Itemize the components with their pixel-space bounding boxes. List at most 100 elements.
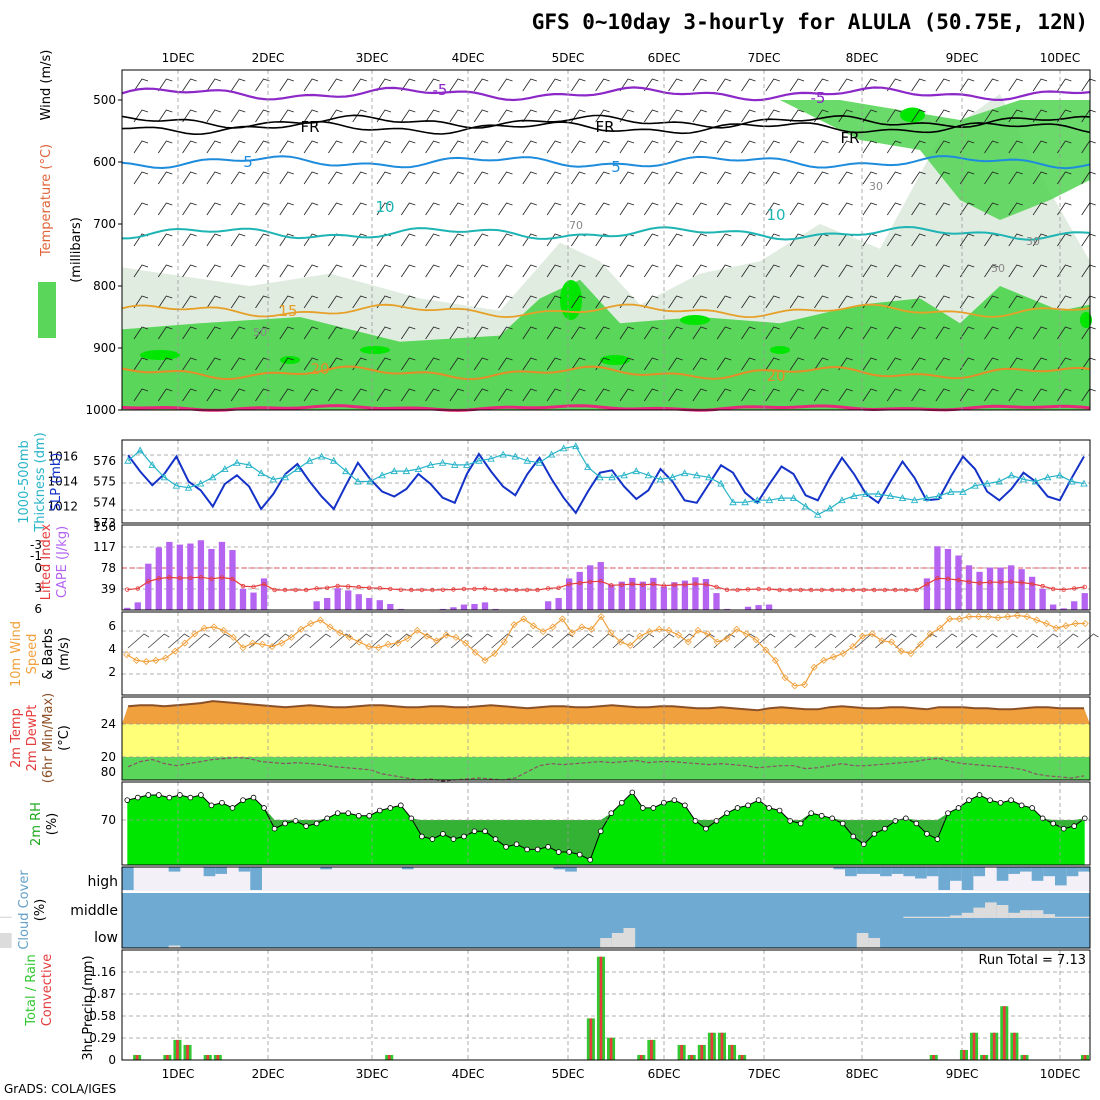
wind-barb — [546, 171, 562, 185]
thickness-point — [475, 456, 483, 464]
contour-label-5: 5 — [243, 153, 253, 171]
thickness-point — [777, 494, 786, 502]
rh-point — [839, 820, 846, 827]
wind-speed-point — [684, 638, 692, 646]
wind-barb — [935, 202, 951, 216]
lifted-index-point — [1050, 586, 1056, 592]
rh-point — [240, 797, 246, 803]
wind-barb — [400, 78, 416, 92]
cape-bar — [229, 550, 236, 610]
wind-barb — [303, 78, 319, 92]
thickness-point — [342, 467, 350, 475]
wind-barb — [400, 295, 416, 309]
rh-bright-patch-3 — [560, 280, 582, 320]
wind-speed-point — [200, 624, 208, 632]
cloud-level-high: high — [87, 874, 118, 890]
wind-barb — [376, 357, 392, 371]
wind-barb — [741, 109, 756, 123]
rh-point — [576, 851, 583, 858]
wind-barb — [668, 388, 683, 402]
wind-barb — [449, 202, 465, 216]
lifted-index-point — [430, 587, 435, 593]
wind-barb-10m — [572, 633, 594, 649]
wind-speed-point — [471, 648, 479, 656]
lifted-index-point — [293, 587, 298, 593]
wind-barb — [959, 109, 975, 123]
wind-barb — [182, 326, 197, 340]
wind-speed-point — [626, 641, 634, 649]
wind-barb — [255, 233, 270, 247]
wind-barb — [1032, 233, 1048, 247]
wind-barb — [886, 233, 902, 247]
cloud-high-bar — [320, 867, 332, 870]
cape-bar — [608, 584, 615, 610]
rh-point — [608, 810, 615, 816]
wind-barb — [1032, 171, 1048, 185]
wind-barb-10m — [531, 633, 554, 649]
cape-bar — [639, 581, 646, 610]
thickness-point — [813, 510, 822, 518]
cape-bar — [1007, 565, 1015, 610]
wind-barb — [425, 264, 440, 278]
wind-barb — [862, 357, 878, 371]
wind-barb — [862, 264, 878, 278]
lifted-index-point — [598, 579, 603, 584]
thickness-point — [1019, 475, 1028, 483]
rh-fill — [127, 792, 1085, 865]
isotherm-line-2 — [121, 120, 1091, 136]
wind-speed-point — [607, 629, 615, 637]
wind-barb — [643, 78, 659, 92]
lifted-index-point — [977, 580, 982, 586]
wind-barb — [279, 388, 294, 402]
wind-speed-point — [878, 637, 886, 645]
cape-bar — [597, 562, 604, 610]
wind-barb-10m — [450, 633, 473, 649]
wind-speed-point — [568, 629, 576, 637]
lifted-index-point — [377, 586, 382, 591]
thickness-point — [366, 477, 374, 485]
wind-barb — [133, 140, 149, 154]
wind-barb — [789, 233, 805, 247]
wind-barb — [133, 78, 149, 92]
lifted-index-point — [830, 587, 835, 593]
wind-barb — [959, 233, 975, 247]
rh-bright-patch-5 — [680, 315, 710, 325]
wind-barb — [862, 78, 878, 92]
thickness-point — [487, 454, 495, 462]
wind-barb — [935, 140, 951, 154]
wind-barb — [328, 326, 343, 340]
wind-barb — [522, 233, 537, 247]
lifted-index-point — [167, 575, 172, 580]
wind-speed-point — [481, 656, 489, 664]
wind-barb — [838, 202, 853, 216]
wind-speed-point — [442, 631, 450, 639]
cape-bar — [629, 577, 636, 610]
slp-label-1: Thickness (dm) — [33, 432, 48, 532]
wind-barb — [692, 202, 708, 216]
rh-point — [818, 812, 825, 819]
rh-point — [1018, 802, 1025, 809]
lifted-index-point — [893, 587, 898, 593]
lifted-index-point — [1029, 581, 1035, 587]
wind-speed-point — [220, 626, 228, 635]
thickness-point — [620, 471, 628, 479]
wind-barb-10m — [511, 633, 534, 649]
rh-point — [745, 802, 751, 809]
wind-barb — [668, 264, 683, 278]
wind-barb — [741, 326, 756, 340]
wind-barb — [814, 357, 829, 371]
wind-barb — [595, 140, 610, 154]
rh-point — [303, 823, 309, 829]
cape-bar — [1081, 593, 1088, 610]
lifted-index-point — [1008, 579, 1014, 584]
rh-point — [492, 836, 499, 842]
wind-speed-point — [733, 625, 741, 633]
cape-bar — [681, 580, 689, 610]
wind-barb — [765, 171, 780, 185]
wind-speed-point — [1033, 616, 1041, 624]
wind-barb-10m — [289, 633, 311, 649]
wind-barb — [984, 78, 999, 92]
wind-barb — [765, 357, 780, 371]
thickness-y-tick-573: 573 — [93, 516, 116, 530]
precip-conv-bar — [176, 1039, 179, 1060]
